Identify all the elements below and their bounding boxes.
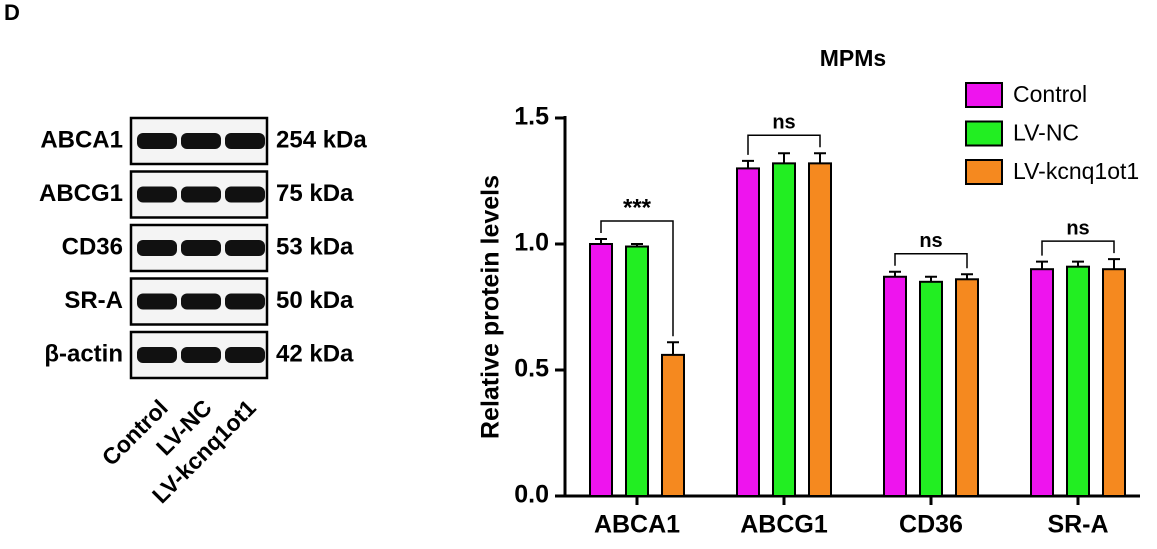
blot-band [225,347,265,363]
blot-band [225,240,265,256]
y-tick-label: 1.5 [514,103,549,131]
protein-size: 254 kDa [276,126,367,153]
bar [955,278,979,497]
blot-band [181,133,221,149]
significance-bracket [894,252,968,269]
significance-label: *** [623,194,652,221]
significance-label: ns [919,230,942,252]
error-bar [961,273,973,280]
blot-band [137,133,177,149]
x-tick-label: SR-A [1047,511,1108,539]
blot-band [181,347,221,363]
protein-label: ABCG1 [39,180,123,207]
significance-bracket [600,220,674,337]
error-bar [925,275,937,282]
error-bar [667,341,679,355]
blot-band [181,186,221,203]
blot-band [137,240,177,256]
error-bar [889,270,901,277]
x-tick-label: CD36 [899,511,963,539]
blot-band [137,293,177,310]
error-bar [814,152,826,164]
blot-band [137,347,177,363]
error-bar [1072,260,1084,267]
error-bar [742,159,754,169]
significance-bracket [1041,240,1115,256]
significance-label: ns [772,112,795,134]
significance-label: ns [1066,217,1089,239]
bar [625,245,649,497]
protein-size: 42 kDa [276,340,354,367]
legend-swatch [965,159,1003,185]
blot-band [137,186,177,203]
chart-title: MPMs [820,45,886,71]
bar [883,275,907,498]
error-bar [1036,260,1048,270]
error-bar [595,237,607,244]
blot-band [225,186,265,203]
bar [808,162,832,498]
error-bar [1108,258,1120,270]
bar [772,162,796,498]
blot-band [225,293,265,310]
y-tick-label: 0.0 [514,481,549,509]
bar [736,167,760,497]
protein-label: SR-A [64,287,123,314]
bar [589,243,613,497]
bar [1102,268,1126,498]
protein-label: ABCA1 [40,126,123,153]
protein-label: CD36 [62,233,123,260]
significance-bracket [747,134,821,155]
x-tick-label: ABCG1 [740,511,828,539]
legend-label: Control [1013,81,1087,107]
bar [1030,268,1054,498]
error-bar [631,243,643,247]
protein-label: β-actin [44,340,123,367]
legend-label: LV-NC [1013,120,1079,146]
bar [919,280,943,497]
blot-band [225,133,265,149]
blot-band [181,240,221,256]
y-tick-label: 1.0 [514,229,549,257]
legend-label: LV-kcnq1ot1 [1013,158,1139,184]
legend-swatch [965,82,1003,108]
panel-label: D [4,0,20,25]
y-tick-label: 0.5 [514,355,549,383]
protein-size: 75 kDa [276,180,354,207]
x-tick-label: ABCA1 [594,511,680,539]
y-axis-label: Relative protein levels [477,175,505,439]
blot-band [181,293,221,310]
bar [1066,265,1090,497]
protein-size: 53 kDa [276,233,354,260]
protein-size: 50 kDa [276,287,354,314]
bar [661,353,685,497]
legend-swatch [965,120,1003,147]
error-bar [778,152,790,164]
